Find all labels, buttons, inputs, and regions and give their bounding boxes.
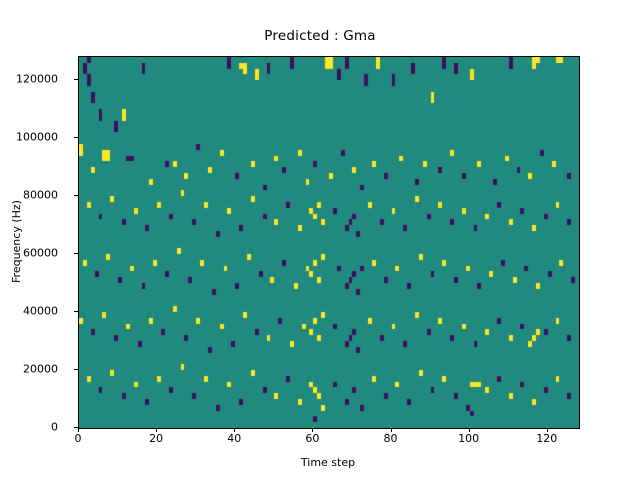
x-tick-mark xyxy=(78,428,79,432)
x-tick-mark xyxy=(546,428,548,432)
x-tick-label: 100 xyxy=(458,432,480,445)
x-tick-mark xyxy=(234,428,236,432)
heatmap-axes xyxy=(78,56,580,429)
x-axis-label: Time step xyxy=(300,456,356,469)
y-tick-mark xyxy=(74,195,78,197)
x-tick-label: 40 xyxy=(227,432,242,445)
y-tick-mark xyxy=(74,253,78,255)
x-tick-mark xyxy=(390,428,392,432)
x-tick-label: 20 xyxy=(149,432,164,445)
y-tick-mark xyxy=(74,427,78,428)
x-tick-label: 60 xyxy=(305,432,320,445)
x-tick-mark xyxy=(312,428,314,432)
x-tick-label: 80 xyxy=(383,432,398,445)
x-tick-mark xyxy=(156,428,158,432)
y-tick-mark xyxy=(74,137,78,139)
x-tick-mark xyxy=(468,428,470,432)
chart-title: Predicted : Gma xyxy=(264,28,376,44)
y-tick-mark xyxy=(74,79,78,81)
y-tick-mark xyxy=(74,311,78,313)
heatmap-canvas xyxy=(79,57,579,428)
y-axis-label: Frequency (Hz) xyxy=(10,200,23,283)
x-tick-label: 120 xyxy=(536,432,558,445)
x-tick-label: 0 xyxy=(74,432,82,445)
y-tick-mark xyxy=(74,369,78,371)
